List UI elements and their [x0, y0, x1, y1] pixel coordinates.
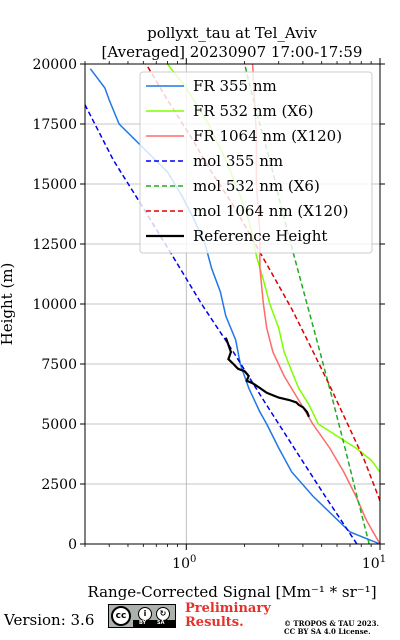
cc-strip: BY SA	[133, 620, 175, 627]
y-tick-label: 10000	[32, 297, 77, 313]
y-tick-label: 17500	[32, 117, 77, 133]
legend-label: mol 1064 nm (X120)	[193, 202, 348, 220]
chart-subtitle: [Averaged] 20230907 17:00-17:59	[102, 43, 363, 61]
y-tick-label: 20000	[32, 57, 77, 73]
cc-license-badge[interactable]: cc i ↻ BY SA	[108, 604, 176, 628]
copyright-line-1: © TROPOS & TAU 2023.	[284, 619, 379, 628]
legend-label: mol 355 nm	[193, 152, 283, 170]
attribution-icon: i	[138, 607, 152, 621]
y-tick-label: 2500	[41, 477, 77, 493]
legend-label: mol 532 nm (X6)	[193, 177, 320, 195]
cc-icon: cc	[111, 606, 131, 626]
copyright-line-2: CC BY SA 4.0 License.	[284, 627, 371, 636]
share-alike-icon: ↻	[156, 607, 170, 621]
preliminary-results-note: Preliminary Results.	[185, 602, 271, 630]
series-line	[224, 337, 311, 418]
series-line	[243, 64, 370, 544]
legend-label: FR 532 nm (X6)	[193, 102, 313, 120]
legend-box	[139, 71, 373, 254]
x-tick-label: 101	[362, 554, 386, 572]
y-tick-label: 12500	[32, 237, 77, 253]
legend-label: FR 355 nm	[193, 77, 277, 95]
copyright-note: © TROPOS & TAU 2023. CC BY SA 4.0 Licens…	[284, 620, 379, 636]
version-label: Version: 3.6	[4, 611, 95, 629]
chart: pollyxt_tau at Tel_Aviv [Averaged] 20230…	[0, 24, 386, 600]
legend-label: Reference Height	[193, 227, 327, 245]
preliminary-line-1: Preliminary	[185, 601, 271, 616]
x-tick-label: 100	[172, 554, 196, 572]
y-tick-label: 7500	[41, 357, 77, 373]
series-line	[89, 68, 380, 544]
series-line	[85, 104, 358, 544]
x-axis-label: Range-Corrected Signal [Mm⁻¹ * sr⁻¹]	[87, 583, 376, 600]
cc-sa-label: SA	[157, 620, 165, 626]
y-tick-label: 5000	[41, 417, 77, 433]
y-tick-label: 15000	[32, 177, 77, 193]
cc-by-label: BY	[139, 620, 147, 626]
legend-label: FR 1064 nm (X120)	[193, 127, 342, 145]
chart-title: pollyxt_tau at Tel_Aviv	[147, 24, 317, 42]
y-axis-label: Height (m)	[0, 263, 16, 346]
preliminary-line-2: Results.	[185, 615, 244, 630]
y-tick-label: 0	[68, 537, 77, 553]
